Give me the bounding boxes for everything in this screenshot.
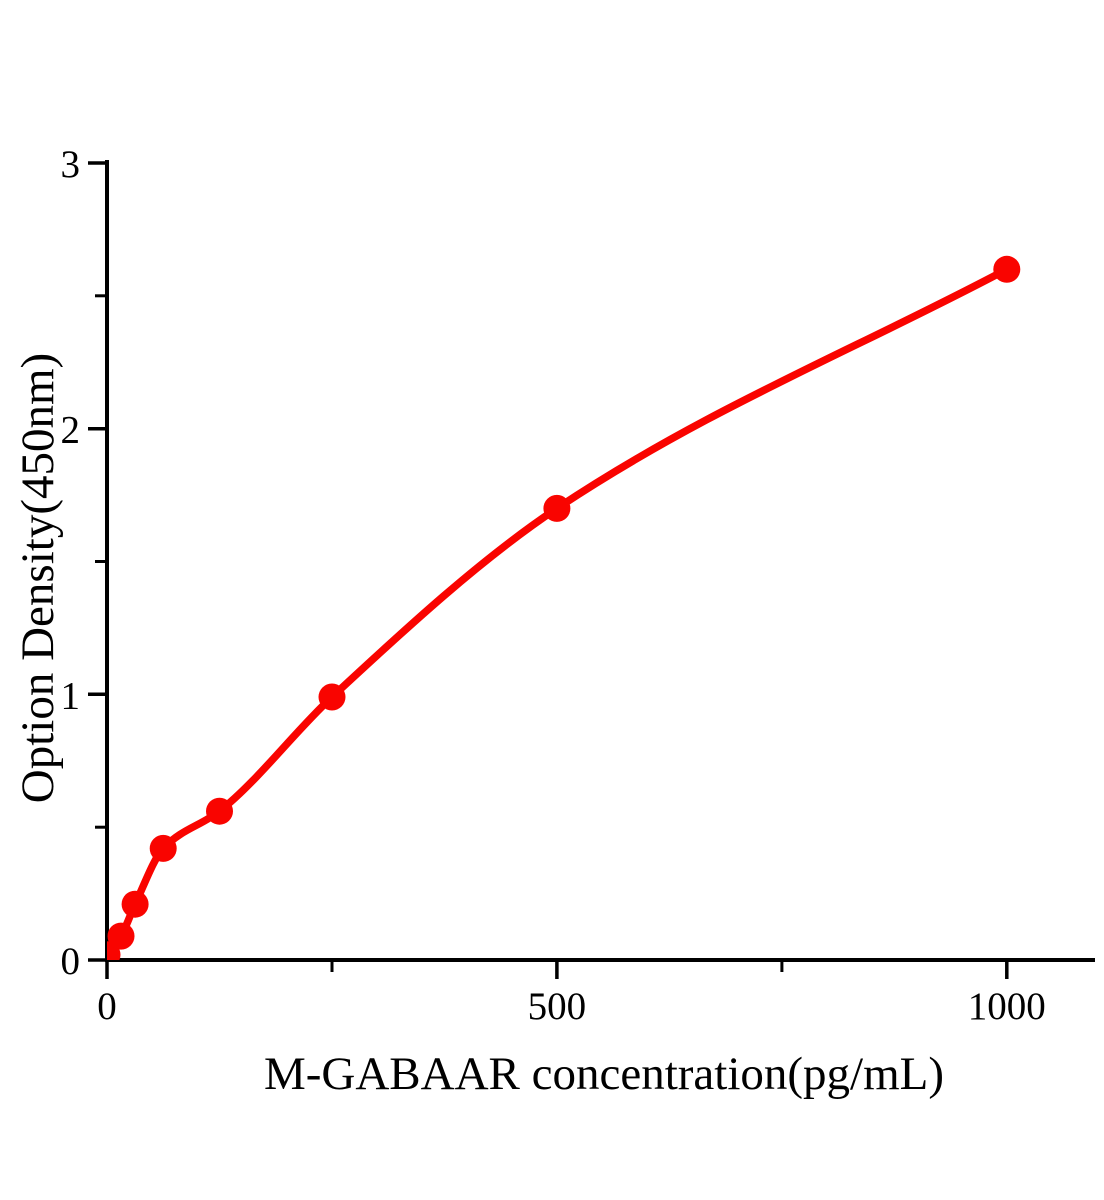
y-tick-label: 2 (61, 409, 81, 452)
data-point-marker (993, 255, 1021, 283)
data-point-marker (149, 834, 177, 862)
standard-curve-line (107, 265, 1009, 957)
y-axis-title: Option Density(450nm) (12, 353, 64, 803)
x-axis-title: M-GABAAR concentration(pg/mL) (264, 1048, 944, 1100)
data-point-marker (121, 890, 149, 918)
data-point-marker (318, 683, 346, 711)
x-tick-label: 0 (97, 985, 117, 1028)
data-point-marker (206, 797, 233, 825)
y-tick-label: 1 (61, 674, 81, 717)
y-tick-label: 0 (61, 940, 81, 983)
data-point-marker (107, 922, 135, 950)
x-tick-label: 500 (528, 985, 587, 1028)
plot-layer: 0 500 1000 0 1 2 3 (61, 143, 1095, 1028)
data-point-marker (543, 494, 571, 522)
y-tick-label: 3 (61, 143, 81, 186)
x-tick-label: 1000 (968, 985, 1046, 1028)
